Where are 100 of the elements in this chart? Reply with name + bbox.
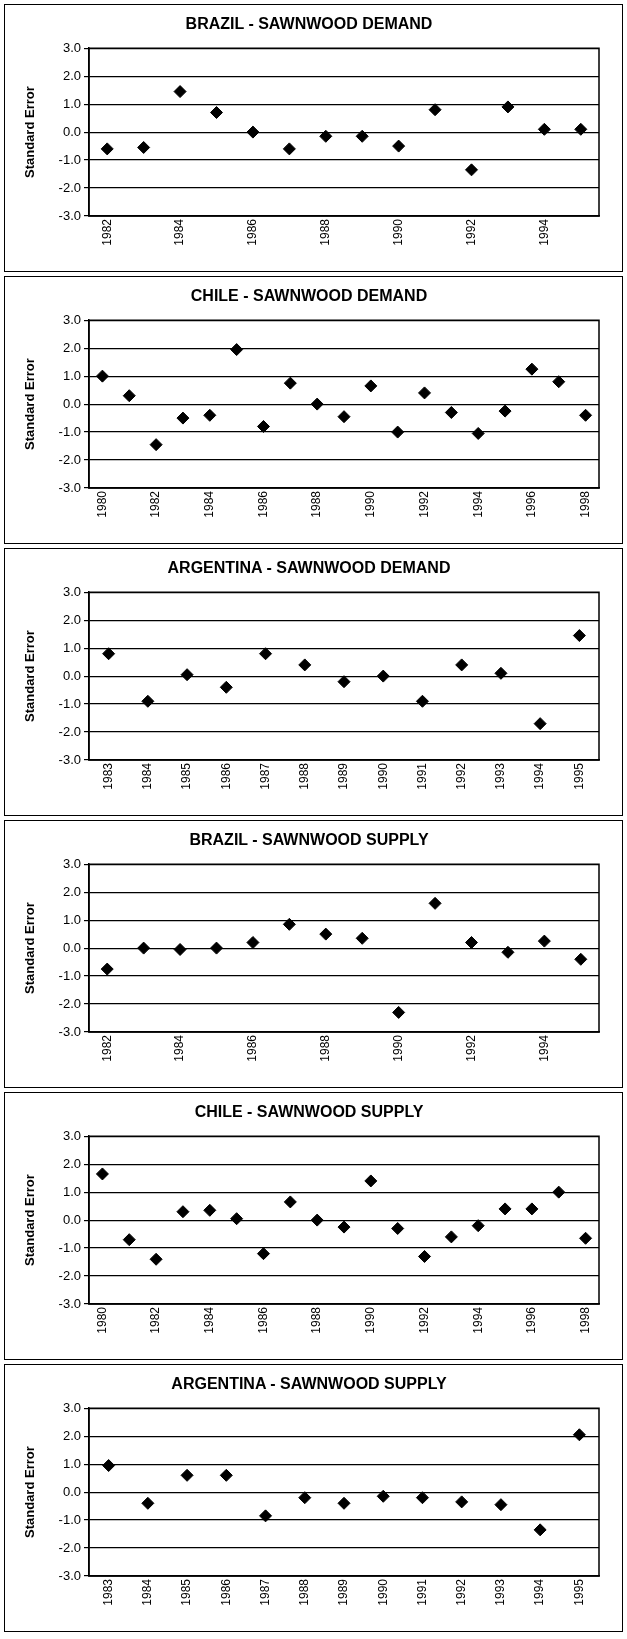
point <box>418 1249 432 1263</box>
point <box>364 379 378 393</box>
point <box>465 936 478 950</box>
y-tick-label: -2.0 <box>58 723 81 739</box>
y-tick-label: 0.0 <box>62 939 81 955</box>
point <box>210 106 223 120</box>
point <box>283 1195 297 1209</box>
point <box>230 343 244 357</box>
x-tick-label: 1988 <box>297 762 312 790</box>
y-tick-label: -1.0 <box>58 423 81 439</box>
x-tick-label: 1986 <box>245 1034 260 1062</box>
point <box>256 1247 270 1261</box>
y-tick-label: -3.0 <box>58 479 81 495</box>
point <box>141 694 155 708</box>
point <box>574 122 588 136</box>
x-tick-label: 1982 <box>148 1306 163 1334</box>
x-tick-label: 1983 <box>100 1578 115 1606</box>
point <box>415 694 429 708</box>
x-tick-label: 1988 <box>309 1306 324 1334</box>
point <box>100 962 114 976</box>
point <box>572 629 586 643</box>
point <box>537 122 551 136</box>
x-tick-label: 1986 <box>218 1578 233 1606</box>
point <box>444 405 458 419</box>
y-tick-label: 2.0 <box>62 1155 81 1171</box>
point <box>203 1203 217 1217</box>
y-tick-label: 3.0 <box>62 311 81 327</box>
y-tick-label: -3.0 <box>58 1295 81 1311</box>
point <box>355 931 369 945</box>
point <box>230 1212 244 1226</box>
x-tick-label: 1991 <box>414 1578 429 1606</box>
y-tick-label: 3.0 <box>62 1127 81 1143</box>
point <box>337 410 351 424</box>
point <box>298 1491 312 1505</box>
point <box>392 1005 406 1019</box>
point <box>455 658 469 672</box>
y-tick-label: -3.0 <box>58 751 81 767</box>
point <box>444 1230 458 1244</box>
point <box>455 1495 469 1509</box>
point <box>418 386 432 400</box>
x-tick-label: 1988 <box>318 1034 333 1062</box>
y-tick-label: 1.0 <box>62 1455 81 1471</box>
y-tick-label: 1.0 <box>62 911 81 927</box>
x-tick-label: 1990 <box>363 490 378 518</box>
y-axis-title: Standard Error <box>22 1174 38 1266</box>
x-tick-label: 1989 <box>336 1578 351 1606</box>
y-tick-label: -1.0 <box>58 695 81 711</box>
x-tick-label: 1998 <box>577 490 592 518</box>
point <box>494 666 508 680</box>
x-tick-label: 1994 <box>532 1578 547 1606</box>
x-tick-label: 1991 <box>414 762 429 790</box>
y-tick-label: -1.0 <box>58 967 81 983</box>
x-tick-label: 1992 <box>463 1034 478 1062</box>
x-tick-label: 1982 <box>99 1034 114 1062</box>
y-axis-title: Standard Error <box>22 630 38 722</box>
point <box>415 1491 429 1505</box>
point <box>246 936 260 950</box>
point <box>176 1205 190 1219</box>
point <box>282 917 296 931</box>
y-tick-label: 1.0 <box>62 639 81 655</box>
point <box>298 658 312 672</box>
point <box>525 1202 539 1216</box>
y-tick-label: 3.0 <box>62 583 81 599</box>
x-tick-label: 1986 <box>255 1306 270 1334</box>
point <box>391 1221 405 1235</box>
x-tick-label: 1992 <box>463 218 478 246</box>
x-tick-label: 1992 <box>416 1306 431 1334</box>
y-tick-label: 0.0 <box>62 1483 81 1499</box>
x-tick-label: 1984 <box>202 1306 217 1334</box>
x-tick-label: 1986 <box>218 762 233 790</box>
y-tick-label: -2.0 <box>58 1267 81 1283</box>
y-tick-label: -2.0 <box>58 995 81 1011</box>
x-tick-label: 1983 <box>100 762 115 790</box>
x-tick-label: 1987 <box>257 1578 272 1606</box>
point <box>552 375 566 389</box>
y-tick-label: -2.0 <box>58 451 81 467</box>
x-tick-label: 1989 <box>336 762 351 790</box>
x-tick-label: 1982 <box>148 490 163 518</box>
point <box>210 941 223 955</box>
x-tick-label: 1998 <box>577 1306 592 1334</box>
y-axis-title: Standard Error <box>22 902 38 994</box>
point <box>137 941 151 955</box>
point <box>102 647 116 661</box>
y-tick-label: 1.0 <box>62 367 81 383</box>
x-tick-label: 1996 <box>524 1306 539 1334</box>
point <box>494 1498 508 1512</box>
chart-title: ARGENTINA - SAWNWOOD SUPPLY <box>171 1375 447 1393</box>
y-tick-label: 1.0 <box>62 95 81 111</box>
x-tick-label: 1996 <box>524 490 539 518</box>
point <box>337 675 351 689</box>
x-tick-label: 1984 <box>202 490 217 518</box>
point <box>259 647 273 661</box>
y-tick-label: 2.0 <box>62 883 81 899</box>
point <box>282 142 296 156</box>
x-tick-label: 1994 <box>470 490 485 518</box>
point <box>498 404 512 418</box>
point <box>176 411 190 425</box>
y-axis-title: Standard Error <box>22 358 38 450</box>
point <box>337 1220 351 1234</box>
x-tick-label: 1992 <box>454 1578 468 1606</box>
